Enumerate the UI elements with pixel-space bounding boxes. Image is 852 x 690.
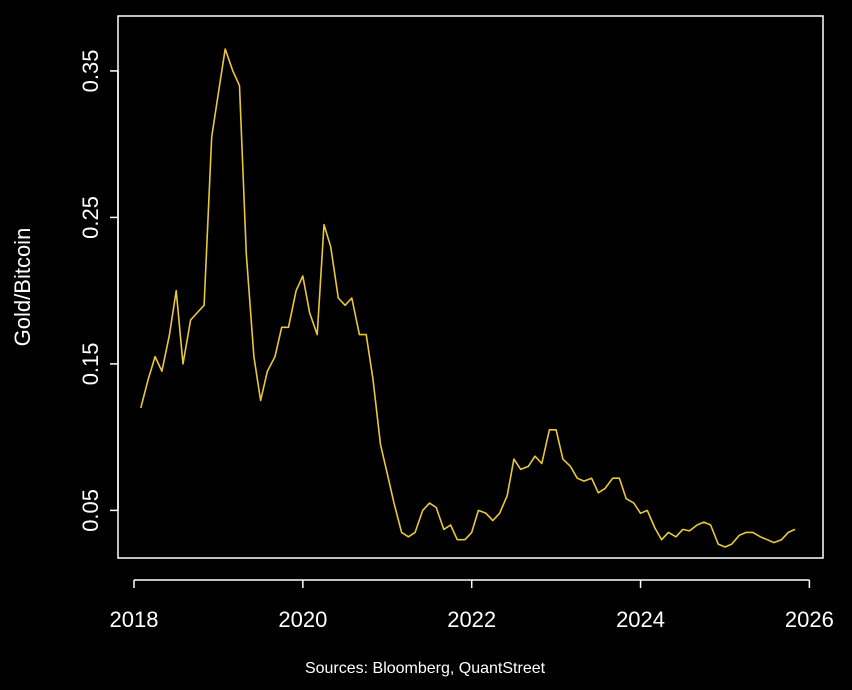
x-tick-label: 2024 — [616, 607, 665, 632]
sources-caption: Sources: Bloomberg, QuantStreet — [305, 660, 546, 677]
y-axis-label: Gold/Bitcoin — [10, 228, 35, 347]
plot-box — [117, 15, 824, 559]
x-tick-label: 2026 — [785, 607, 834, 632]
y-tick-label: 0.25 — [78, 196, 103, 239]
y-axis: 0.05 0.15 0.25 0.35 — [78, 50, 119, 532]
y-tick-label: 0.35 — [78, 50, 103, 93]
y-tick-label: 0.15 — [78, 342, 103, 385]
x-tick-label: 2020 — [278, 607, 327, 632]
series-line-gold-bitcoin — [140, 48, 796, 548]
x-tick-label: 2018 — [110, 607, 159, 632]
y-tick-label: 0.05 — [78, 489, 103, 532]
x-tick-label: 2022 — [447, 607, 496, 632]
x-axis: 2018 2020 2022 2024 2026 — [110, 579, 834, 632]
